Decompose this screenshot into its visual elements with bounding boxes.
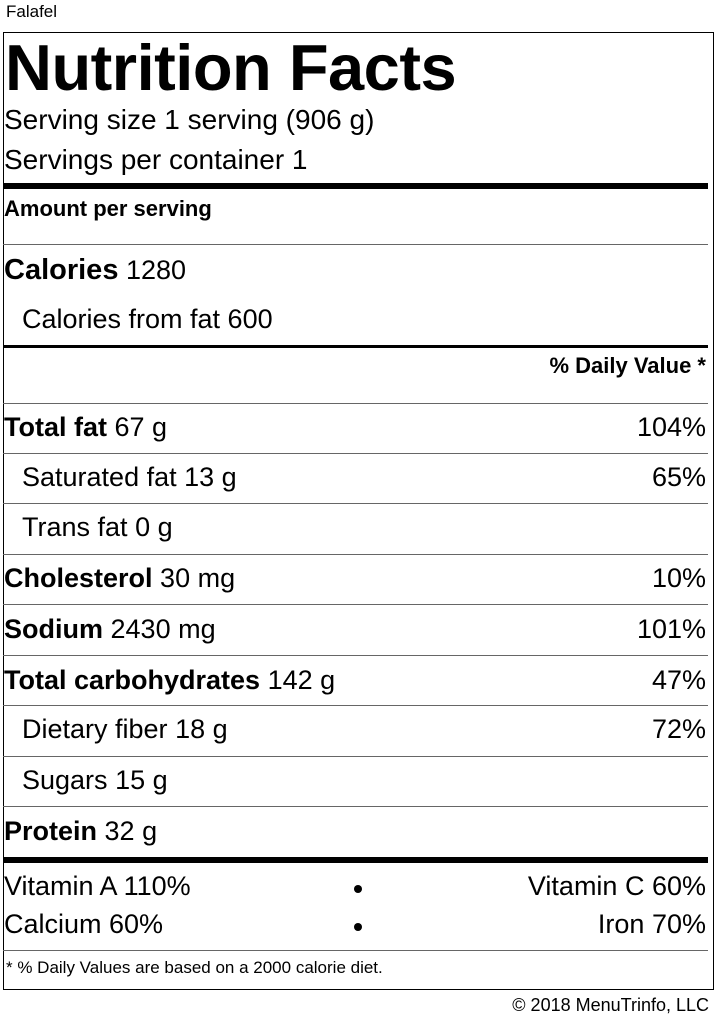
nutrient-amount: 67 g: [114, 412, 168, 442]
vitamin-row-1: Vitamin A 110% Vitamin C 60%: [4, 870, 706, 902]
copyright: © 2018 MenuTrinfo, LLC: [512, 995, 709, 1015]
nutrient-name: Cholesterol: [4, 563, 153, 593]
vitamin-row-2: Calcium 60% Iron 70%: [4, 908, 706, 940]
nutrient-amount: 0 g: [135, 512, 173, 542]
nutrient-row-total-fat: Total fat 67 g 104%: [4, 411, 706, 443]
calories-row: Calories 1280: [4, 254, 186, 286]
daily-value-header: % Daily Value *: [549, 353, 706, 378]
calories-from-fat: Calories from fat 600: [22, 304, 273, 334]
footnote: * % Daily Values are based on a 2000 cal…: [6, 958, 383, 977]
calories-value: 1280: [125, 255, 187, 285]
nutrient-amount: 30 mg: [160, 563, 236, 593]
nutrient-row-sodium: Sodium 2430 mg 101%: [4, 613, 706, 645]
nutrient-row-saturated-fat: Saturated fat 13 g 65%: [22, 461, 706, 493]
nutrient-name: Total carbohydrates: [4, 665, 261, 695]
divider: [3, 403, 708, 404]
nutrient-amount: 13 g: [184, 462, 237, 492]
divider: [3, 950, 708, 951]
nutrient-row-total-carbohydrates: Total carbohydrates 142 g 47%: [4, 664, 706, 696]
thick-divider: [3, 857, 708, 863]
nutrient-name: Trans fat: [22, 512, 128, 542]
nutrient-dv: 65%: [651, 462, 706, 492]
calcium: Calcium 60%: [4, 909, 164, 939]
divider: [3, 705, 708, 706]
nutrient-name: Sugars: [22, 765, 108, 795]
nutrient-row-protein: Protein 32 g: [4, 815, 706, 847]
thick-divider: [3, 183, 708, 189]
servings-per-container: Servings per container 1: [4, 144, 308, 175]
bullet-dot: [354, 885, 362, 893]
nutrient-dv: 47%: [651, 665, 706, 695]
vitamin-a: Vitamin A 110%: [4, 871, 191, 901]
calories-label: Calories: [4, 254, 119, 286]
nutrient-amount: 18 g: [175, 714, 228, 744]
divider: [3, 604, 708, 605]
divider: [3, 756, 708, 757]
divider: [3, 554, 708, 555]
nutrient-name: Total fat: [4, 412, 107, 442]
amount-per-serving: Amount per serving: [4, 196, 212, 221]
medium-divider: [3, 345, 708, 348]
nutrient-name: Sodium: [4, 614, 103, 644]
nutrient-dv: 72%: [651, 714, 706, 744]
iron: Iron 70%: [597, 909, 706, 939]
nutrient-row-dietary-fiber: Dietary fiber 18 g 72%: [22, 713, 706, 745]
divider: [3, 453, 708, 454]
nutrient-amount: 32 g: [104, 816, 158, 846]
nutrient-amount: 2430 mg: [110, 614, 216, 644]
nutrient-dv: 101%: [636, 614, 706, 644]
nutrient-dv: 10%: [651, 563, 706, 593]
serving-size: Serving size 1 serving (906 g): [4, 104, 375, 135]
bullet-dot: [354, 923, 362, 931]
divider: [3, 244, 708, 245]
nutrient-amount: 15 g: [115, 765, 168, 795]
nutrient-name: Dietary fiber: [22, 714, 168, 744]
nutrient-amount: 142 g: [267, 665, 336, 695]
nutrient-dv: 104%: [636, 412, 706, 442]
nutrient-row-trans-fat: Trans fat 0 g: [22, 511, 706, 543]
nutrition-facts-title: Nutrition Facts: [5, 31, 457, 104]
divider: [3, 806, 708, 807]
divider: [3, 655, 708, 656]
vitamin-c: Vitamin C 60%: [527, 871, 706, 901]
nutrient-name: Saturated fat: [22, 462, 177, 492]
nutrient-row-sugars: Sugars 15 g: [22, 764, 706, 796]
product-name: Falafel: [6, 2, 58, 21]
nutrient-name: Protein: [4, 816, 98, 846]
nutrition-label: [3, 32, 714, 990]
divider: [3, 503, 708, 504]
nutrient-row-cholesterol: Cholesterol 30 mg 10%: [4, 562, 706, 594]
